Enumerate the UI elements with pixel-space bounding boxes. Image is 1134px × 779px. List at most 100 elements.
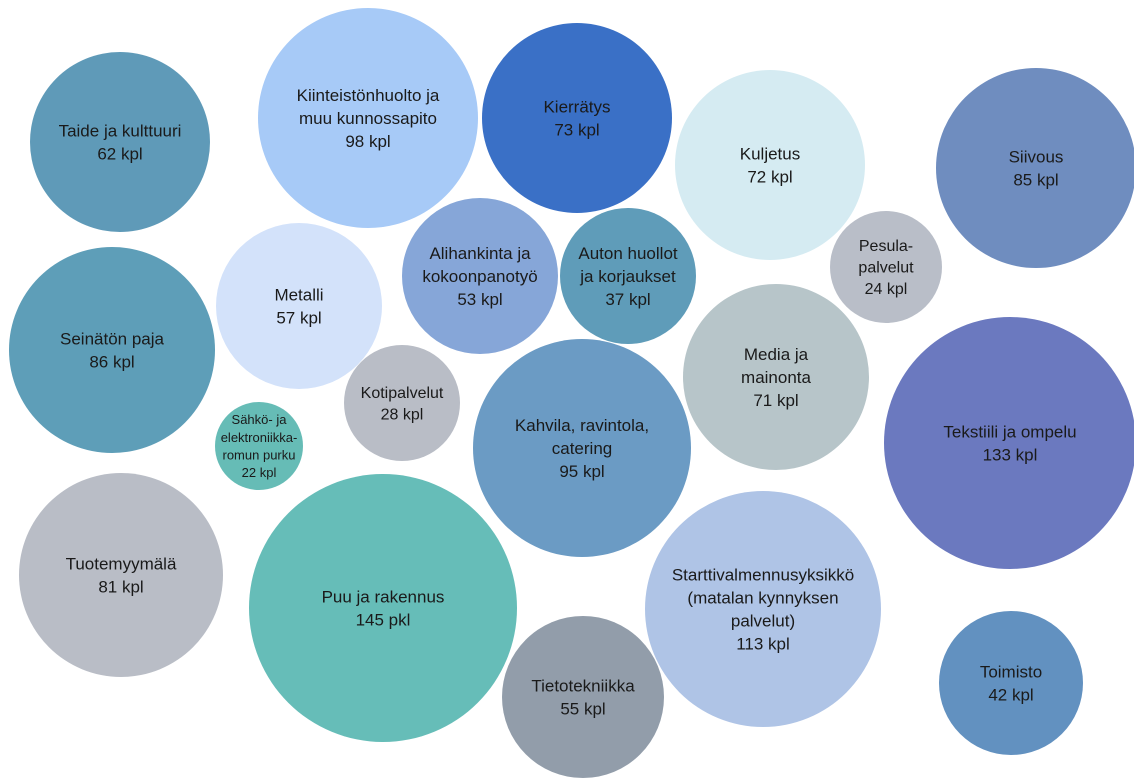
bubble-label-line: 86 kpl — [89, 352, 134, 371]
bubble-label-line: Siivous — [1009, 147, 1064, 166]
bubble-label-line: catering — [552, 439, 612, 458]
bubble-label-line: Tekstiili ja ompelu — [943, 422, 1076, 441]
bubble-label: Pesula-palvelut 24 kpl — [858, 238, 914, 298]
bubble-label: Kiinteistönhuolto ja muu kunnossapito 98 k… — [297, 86, 440, 151]
bubble-label: Sähkö- ja elektroniikka-romun purku 22 kpl — [221, 412, 298, 480]
bubble-circle — [402, 198, 558, 354]
bubble-circle — [830, 211, 942, 323]
bubble-label: Puu ja rakennus 145 pkl — [322, 587, 445, 629]
bubble-circle — [258, 8, 478, 228]
bubble-label: Media ja mainonta 71 kpl — [741, 345, 811, 410]
bubble-label: Kotipalvelut 28 kpl — [361, 385, 444, 424]
bubble-circle — [502, 616, 664, 778]
bubble-label: Taide ja kulttuuri 62 kpl — [59, 121, 182, 163]
bubble-label-line: 24 kpl — [865, 281, 908, 298]
bubble-circle — [645, 491, 881, 727]
bubble-label-line: 37 kpl — [605, 290, 650, 309]
bubble-label-line: palvelut — [858, 260, 914, 277]
bubble-label: Auton huollot ja korjaukset 37 kpl — [578, 244, 678, 309]
bubble: Tietotekniikka 55 kpl — [502, 616, 664, 778]
bubble-circle — [675, 70, 865, 260]
bubble-label-line: Taide ja kulttuuri — [59, 121, 182, 140]
bubble-label-line: 42 kpl — [988, 685, 1033, 704]
bubble-label-line: Starttivalmennusyksikkö — [672, 566, 854, 585]
bubble: Tuotemyymälä 81 kpl — [19, 473, 223, 677]
bubble-label-line: Puu ja rakennus — [322, 587, 445, 606]
bubble-label-line: ja korjaukset — [579, 267, 676, 286]
bubble: Kuljetus 72 kpl — [675, 70, 865, 260]
bubble-label-line: 95 kpl — [559, 462, 604, 481]
bubble-label-line: 55 kpl — [560, 699, 605, 718]
bubble-circle — [344, 345, 460, 461]
bubble: Puu ja rakennus 145 pkl — [249, 474, 517, 742]
bubble-label-line: Sähkö- ja — [232, 412, 288, 427]
bubble-label: Kierrätys 73 kpl — [543, 97, 610, 139]
bubble-label-line: Media ja — [744, 345, 809, 364]
bubble-label-line: 53 kpl — [457, 290, 502, 309]
bubble-circle — [9, 247, 215, 453]
bubble-circle — [30, 52, 210, 232]
bubble: Kiinteistönhuolto ja muu kunnossapito 98 k… — [258, 8, 478, 228]
bubble-label-line: 57 kpl — [276, 308, 321, 327]
bubble: Kahvila, ravintola, catering 95 kpl — [473, 339, 691, 557]
bubble-label: Siivous 85 kpl — [1009, 147, 1064, 189]
bubble-label-line: 85 kpl — [1013, 170, 1058, 189]
bubble: Toimisto 42 kpl — [939, 611, 1083, 755]
bubble-label-line: 113 kpl — [736, 634, 790, 653]
bubble-label-line: 81 kpl — [98, 577, 143, 596]
bubble-label-line: 133 kpl — [983, 445, 1038, 464]
bubble-label-line: 28 kpl — [381, 406, 424, 423]
bubble-label-line: 145 pkl — [356, 610, 411, 629]
bubble-label-line: romun purku — [223, 447, 296, 462]
bubble: Taide ja kulttuuri 62 kpl — [30, 52, 210, 232]
bubble-circle — [936, 68, 1134, 268]
bubble-label-line: Pesula- — [859, 238, 913, 255]
bubble-label: Metalli 57 kpl — [274, 285, 323, 327]
bubble-label-line: kokoonpanotyö — [422, 267, 537, 286]
bubble-label-line: palvelut) — [731, 611, 795, 630]
bubble-circle — [249, 474, 517, 742]
bubble: Kierrätys 73 kpl — [482, 23, 672, 213]
bubble-label: Tekstiili ja ompelu 133 kpl — [943, 422, 1076, 464]
bubble-label: Kahvila, ravintola, catering 95 kpl — [515, 416, 649, 481]
bubble-label-line: mainonta — [741, 368, 811, 387]
bubble-label-line: Tietotekniikka — [531, 676, 635, 695]
bubble-circle — [683, 284, 869, 470]
bubble: Metalli 57 kpl — [216, 223, 382, 389]
bubble-label-line: Kahvila, ravintola, — [515, 416, 649, 435]
bubble-circle — [216, 223, 382, 389]
bubble-label-line: 72 kpl — [747, 167, 792, 186]
bubble-circle — [19, 473, 223, 677]
bubble-label-line: Kiinteistönhuolto ja — [297, 86, 440, 105]
bubble-label-line: Alihankinta ja — [429, 244, 531, 263]
bubble-label: Tuotemyymälä 81 kpl — [66, 554, 177, 596]
bubble-label-line: Kuljetus — [740, 144, 800, 163]
bubble: Alihankinta ja kokoonpanotyö 53 kpl — [402, 198, 558, 354]
bubble-circle — [482, 23, 672, 213]
bubble-label-line: elektroniikka- — [221, 430, 298, 445]
bubble-label: Starttivalmennusyksikkö (matalan kynnykse… — [672, 566, 854, 654]
bubble-circle — [939, 611, 1083, 755]
bubble: Pesula-palvelut 24 kpl — [830, 211, 942, 323]
bubble-label-line: Seinätön paja — [60, 329, 165, 348]
bubble-label-line: Auton huollot — [578, 244, 678, 263]
bubble: Sähkö- ja elektroniikka-romun purku 22 kpl — [215, 402, 303, 490]
bubble-circle — [473, 339, 691, 557]
bubble-circle — [215, 402, 303, 490]
bubble-label-line: 73 kpl — [554, 120, 599, 139]
bubble-label: Toimisto 42 kpl — [980, 662, 1042, 704]
bubble-label-line: muu kunnossapito — [299, 109, 437, 128]
bubble-label-line: 98 kpl — [345, 132, 390, 151]
bubble: Media ja mainonta 71 kpl — [683, 284, 869, 470]
bubble-label-line: 62 kpl — [97, 144, 142, 163]
bubble: Tekstiili ja ompelu 133 kpl — [884, 317, 1134, 569]
bubble-circle — [560, 208, 696, 344]
bubble-label-line: Toimisto — [980, 662, 1042, 681]
bubble: Seinätön paja 86 kpl — [9, 247, 215, 453]
bubble-circle — [884, 317, 1134, 569]
bubble-label: Alihankinta ja kokoonpanotyö 53 kpl — [422, 244, 537, 309]
bubble-label-line: Metalli — [274, 285, 323, 304]
bubble-label-line: 71 kpl — [753, 391, 798, 410]
bubble: Siivous 85 kpl — [936, 68, 1134, 268]
